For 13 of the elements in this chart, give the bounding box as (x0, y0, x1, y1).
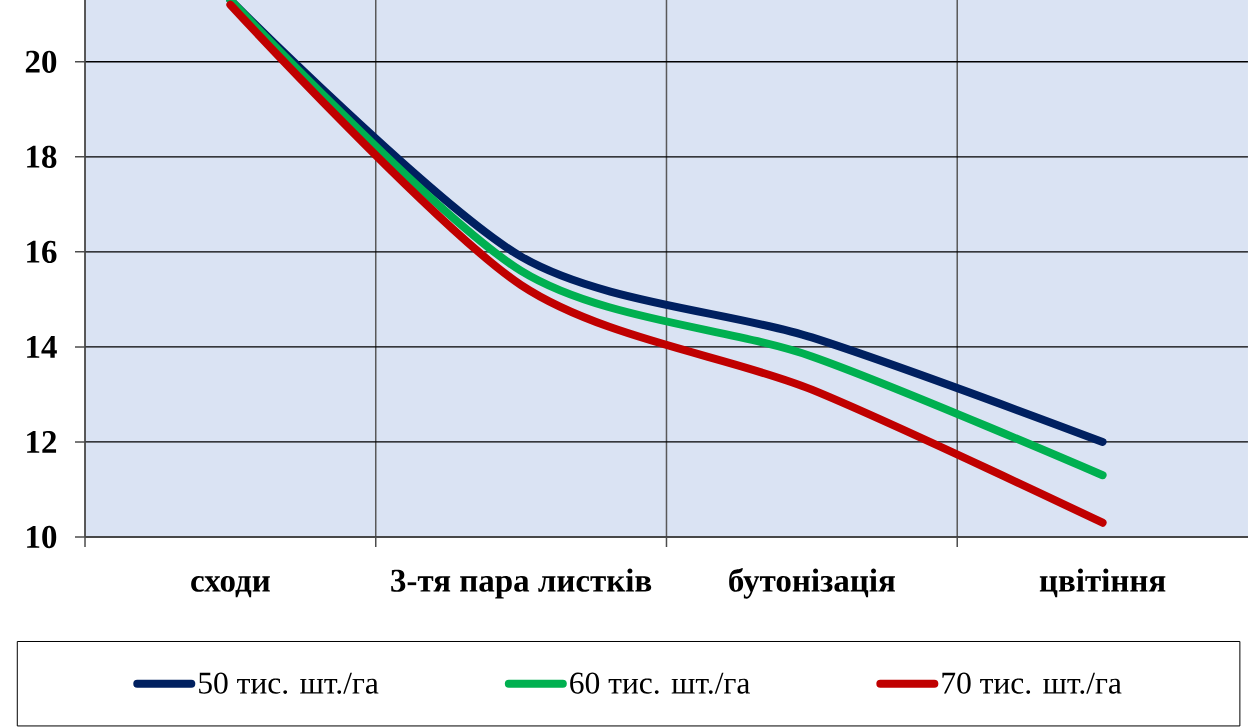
legend-label: 50 тис. шт./га (199, 672, 379, 694)
y-tick-label: 20 (25, 50, 57, 73)
x-tick-label: цвітіння (1039, 568, 1166, 598)
y-tick-label: 18 (27, 145, 57, 168)
y-tick-label: 10 (27, 525, 57, 549)
y-tick-label: 12 (27, 431, 57, 453)
x-tick-label: сходи (191, 575, 270, 598)
x-tick-label: 3-тя пара листків (391, 568, 652, 599)
legend-label: 60 тис. шт./га (570, 672, 750, 694)
legend-label: 70 тис. шт./га (942, 672, 1122, 694)
y-tick-label: 16 (27, 240, 57, 263)
x-tick-label: бутонізація (729, 567, 895, 599)
y-tick-label: 14 (27, 336, 57, 358)
